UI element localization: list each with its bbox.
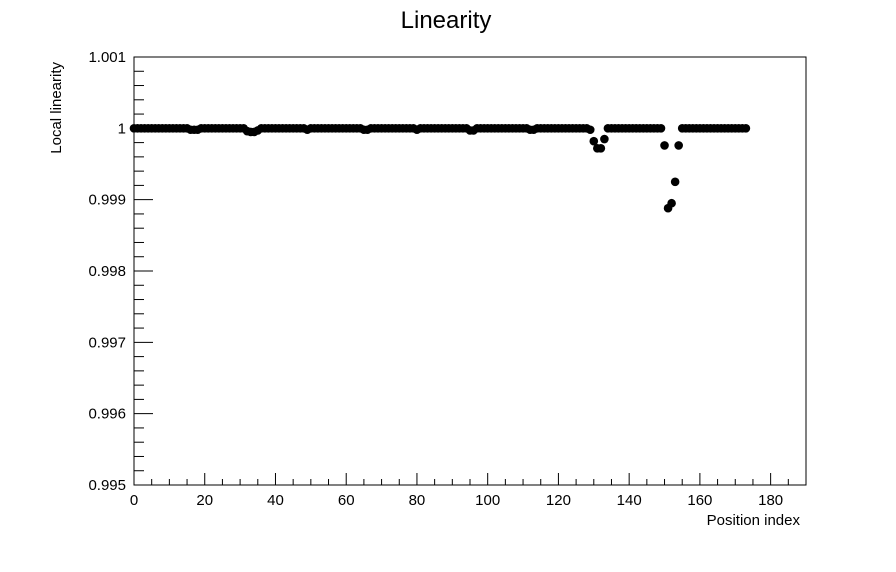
x-tick-label: 80 — [409, 492, 426, 509]
y-tick-label: 0.995 — [88, 477, 126, 494]
y-axis: 0.995 0.996 0.997 0.998 0.999 1 1.001 — [88, 49, 153, 494]
y-tick-label: 1 — [118, 120, 126, 137]
x-axis-title: Position index — [707, 512, 801, 529]
y-axis-title: Local linearity — [48, 62, 65, 154]
y-tick-label: 1.001 — [88, 49, 126, 66]
chart-title: Linearity — [401, 7, 492, 34]
y-tick-label: 0.996 — [88, 406, 126, 423]
data-point — [741, 124, 751, 133]
x-tick-label: 100 — [475, 492, 500, 509]
x-tick-label: 180 — [758, 492, 783, 509]
x-tick-label: 140 — [617, 492, 642, 509]
data-point — [589, 136, 599, 146]
data-point — [670, 177, 680, 187]
x-tick-label: 120 — [546, 492, 571, 509]
data-point — [656, 124, 666, 133]
y-tick-label: 0.997 — [88, 334, 126, 351]
x-tick-label: 40 — [267, 492, 284, 509]
data-point — [596, 144, 606, 153]
x-axis: 0 20 40 60 80 100 120 140 160 180 — [130, 473, 807, 509]
data-markers — [129, 124, 751, 213]
data-point — [674, 141, 683, 150]
x-tick-label: 20 — [196, 492, 213, 509]
y-tick-label: 0.998 — [88, 263, 126, 280]
data-point — [660, 141, 669, 150]
data-point — [600, 134, 609, 144]
x-tick-label: 0 — [130, 492, 138, 509]
y-tick-label: 0.999 — [88, 192, 126, 209]
data-point — [585, 125, 595, 135]
x-tick-label: 60 — [338, 492, 355, 509]
data-point — [667, 198, 676, 208]
x-tick-label: 160 — [687, 492, 712, 509]
